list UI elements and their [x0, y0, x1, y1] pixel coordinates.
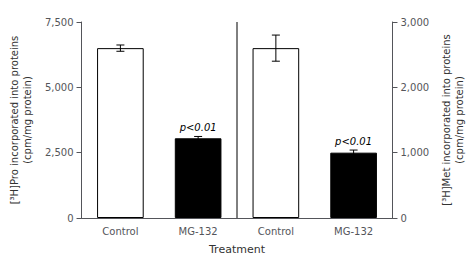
svg-text:Control: Control	[258, 226, 294, 237]
svg-text:2,000: 2,000	[400, 82, 429, 93]
svg-text:3,000: 3,000	[400, 17, 429, 28]
svg-text:[³H]Met incorporated into prot: [³H]Met incorporated into proteins	[441, 34, 452, 205]
svg-text:(cpm/mg protein): (cpm/mg protein)	[454, 76, 465, 164]
svg-text:7,500: 7,500	[45, 17, 74, 28]
svg-text:2,500: 2,500	[45, 147, 74, 158]
svg-text:p<0.01: p<0.01	[179, 122, 217, 133]
svg-text:Treatment: Treatment	[208, 243, 266, 256]
svg-text:(cpm/mg protein): (cpm/mg protein)	[22, 76, 33, 164]
svg-text:MG-132: MG-132	[179, 226, 218, 237]
svg-text:p<0.01: p<0.01	[334, 136, 372, 147]
svg-text:[³H]Pro incorporated into prot: [³H]Pro incorporated into proteins	[9, 36, 20, 205]
svg-text:Control: Control	[102, 226, 138, 237]
svg-text:MG-132: MG-132	[334, 226, 373, 237]
svg-text:0: 0	[67, 213, 73, 224]
svg-text:0: 0	[400, 213, 406, 224]
svg-text:1,000: 1,000	[400, 147, 429, 158]
svg-text:5,000: 5,000	[45, 82, 74, 93]
